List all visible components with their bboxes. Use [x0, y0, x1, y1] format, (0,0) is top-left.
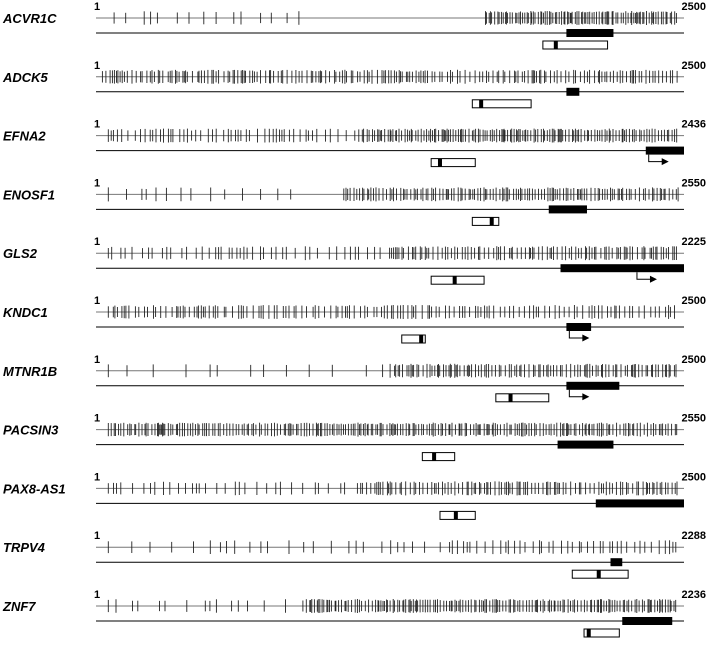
end-position-label: 2550 [682, 413, 706, 425]
arrow-head-icon [582, 393, 590, 401]
gene-track: TRPV4 1 2288 [3, 530, 706, 579]
filled-exon-box [566, 323, 592, 331]
transcription-start-arrow [568, 331, 586, 339]
filled-exon-box [595, 499, 684, 508]
marker-block [553, 41, 558, 49]
gene-name: PACSIN3 [3, 423, 59, 438]
gene-name: ZNF7 [2, 599, 36, 614]
marker-block [586, 629, 591, 637]
open-region-box [421, 452, 456, 462]
end-position-label: 2500 [682, 354, 706, 366]
filled-exon-box [645, 146, 684, 155]
gene-track: ZNF7 1 2236 [2, 589, 706, 638]
arrow-head-icon [661, 158, 669, 166]
open-region-box [430, 275, 485, 285]
open-region-box [430, 158, 476, 168]
start-position-label: 1 [94, 119, 100, 131]
filled-exon-box [548, 205, 587, 214]
filled-exon-box [566, 381, 620, 390]
marker-block [596, 570, 601, 579]
open-region-box [583, 628, 620, 638]
marker-block [453, 511, 458, 520]
start-position-label: 1 [94, 354, 100, 366]
gene-track: GLS2 1 2225 [3, 236, 706, 285]
marker-block [489, 217, 494, 226]
end-position-label: 2436 [682, 119, 706, 131]
gene-track: PACSIN3 1 2550 [3, 413, 706, 462]
marker-block [452, 276, 457, 285]
end-position-label: 2236 [682, 589, 706, 601]
start-position-label: 1 [94, 236, 100, 248]
gene-name: ENOSF1 [3, 187, 55, 202]
gene-name: PAX8-AS1 [3, 481, 66, 496]
gene-track: EFNA2 1 2436 [3, 119, 706, 168]
gene-name: MTNR1B [3, 364, 57, 379]
transcription-start-arrow [648, 154, 665, 163]
gene-name: ACVR1C [2, 11, 57, 26]
end-position-label: 2500 [682, 1, 706, 13]
start-position-label: 1 [94, 295, 100, 307]
start-position-label: 1 [94, 471, 100, 483]
gene-track: PAX8-AS1 1 2500 [3, 471, 706, 520]
end-position-label: 2288 [682, 530, 706, 542]
filled-exon-box [622, 617, 673, 625]
gene-track: KNDC1 1 2500 [3, 295, 706, 344]
gene-track: ENOSF1 1 2550 [3, 177, 706, 226]
start-position-label: 1 [94, 177, 100, 189]
start-position-label: 1 [94, 589, 100, 601]
end-position-label: 2500 [682, 60, 706, 72]
gene-name: EFNA2 [3, 129, 46, 144]
start-position-label: 1 [94, 1, 100, 13]
arrow-head-icon [649, 275, 657, 283]
filled-exon-box [566, 29, 614, 37]
end-position-label: 2225 [682, 236, 706, 248]
gene-track: MTNR1B 1 2500 [3, 354, 706, 403]
marker-block [508, 393, 513, 402]
gene-track: ADCK5 1 2500 [2, 60, 706, 109]
marker-block [437, 158, 442, 167]
open-region-box [542, 40, 609, 50]
gene-name: ADCK5 [2, 70, 49, 85]
open-region-box [401, 334, 426, 344]
open-region-box [495, 393, 550, 403]
end-position-label: 2500 [682, 295, 706, 307]
end-position-label: 2500 [682, 471, 706, 483]
marker-block [419, 335, 424, 343]
gene-track: ACVR1C 1 2500 [2, 1, 706, 50]
transcription-start-arrow [568, 389, 586, 398]
filled-exon-box [560, 264, 684, 273]
start-position-label: 1 [94, 413, 100, 425]
filled-exon-box [610, 558, 623, 567]
gene-name: KNDC1 [3, 305, 48, 320]
marker-block [479, 99, 484, 108]
filled-exon-box [557, 440, 614, 449]
arrow-head-icon [582, 334, 590, 342]
transcription-start-arrow [636, 272, 653, 280]
start-position-label: 1 [94, 60, 100, 72]
end-position-label: 2550 [682, 177, 706, 189]
start-position-label: 1 [94, 530, 100, 542]
marker-block [432, 452, 437, 461]
open-region-box [471, 99, 532, 109]
filled-exon-box [566, 87, 580, 96]
gene-name: GLS2 [3, 246, 38, 261]
gene-name: TRPV4 [3, 540, 46, 555]
open-region-box [471, 216, 500, 226]
